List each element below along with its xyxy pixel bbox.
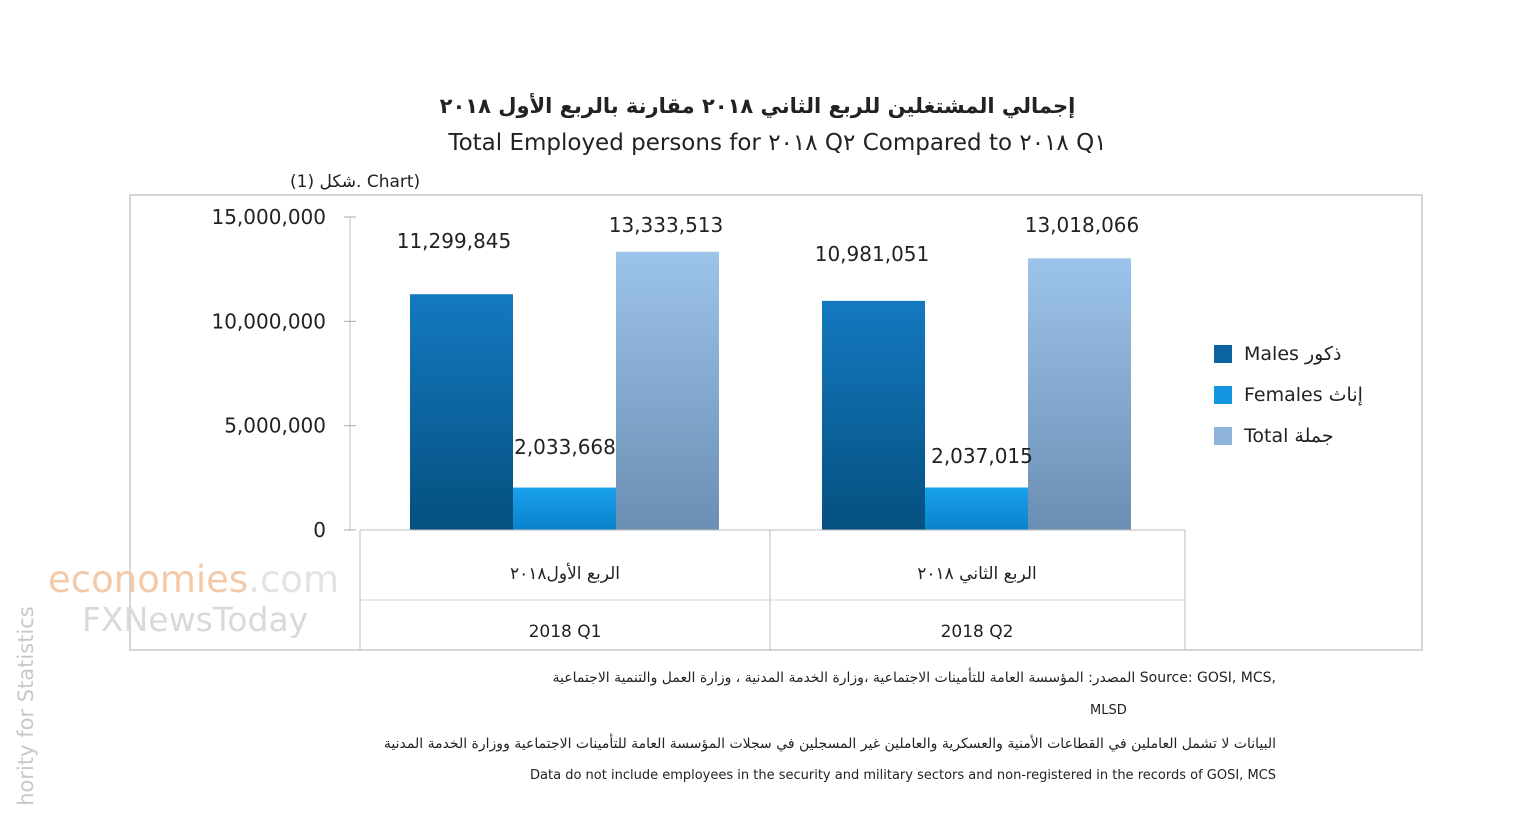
bar-females-2 [925,487,1028,530]
bar-females-1 [513,487,616,530]
side-watermark-text: hority for Statistics [14,606,38,806]
note-english: Data do not include employees in the sec… [530,768,1276,783]
legend-label-total: Total جملة [1243,425,1334,447]
legend-label-males: Males ذكور [1244,343,1341,365]
bar-males-2 [822,300,925,530]
data-label-total-2: 13,018,066 [1025,213,1140,237]
y-tick-label: 10,000,000 [211,309,326,333]
fxnewstoday-watermark: FXNewsToday [82,600,309,639]
category-label-1: 2018 Q1 [529,622,602,642]
data-label-females-1: 2,033,668 [514,435,616,459]
y-tick-label: 15,000,000 [211,205,326,229]
y-tick-label: 5,000,000 [224,414,326,438]
chart-frame [129,194,1423,651]
legend-swatch-males [1214,345,1232,363]
note-arabic: البيانات لا تشمل العاملين في القطاعات ال… [383,736,1276,752]
legend-swatch-total [1214,427,1232,445]
y-tick-label: 0 [313,518,326,542]
source-line-mlsd: MLSD [1090,703,1127,718]
data-label-males-2: 10,981,051 [815,242,930,266]
legend-label-females: Females إناث [1244,384,1363,407]
bar-total-1 [616,251,719,530]
bar-total-2 [1028,258,1131,530]
data-label-females-2: 2,037,015 [931,444,1033,468]
category-label-ar-2: الربع الثاني ٢٠١٨ [917,564,1037,584]
economies-watermark: economies.com [48,558,339,601]
chart-title-english: Total Employed persons for ٢٠١٨ Q٢ Compa… [448,130,1107,156]
data-label-males-1: 11,299,845 [397,229,512,253]
category-label-2: 2018 Q2 [941,622,1014,642]
bar-chart: 0 5,000,000 10,000,000 15,000,000 11,299,84… [129,194,1423,651]
figure-label: شكل (1). Chart) [290,172,421,192]
category-label-ar-1: الربع الأول٢٠١٨ [510,563,620,584]
source-line: المصدر: المؤسسة العامة للتأمينات الاجتما… [552,670,1277,686]
legend-swatch-females [1214,386,1232,404]
bar-males-1 [410,294,513,530]
data-label-total-1: 13,333,513 [609,213,724,237]
chart-title-arabic: إجمالي المشتغلين للربع الثاني ٢٠١٨ مقارن… [439,94,1076,118]
